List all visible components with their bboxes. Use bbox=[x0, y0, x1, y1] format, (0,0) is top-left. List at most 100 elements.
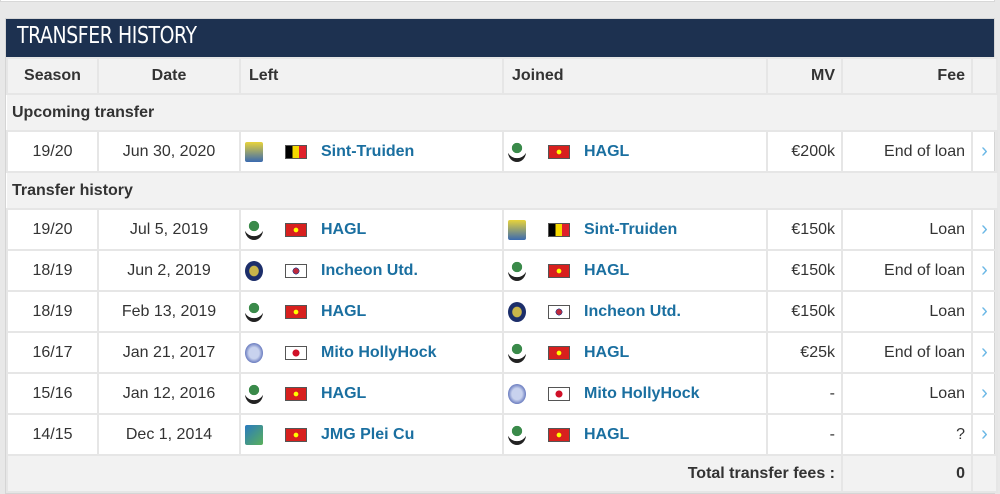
club-logo-icon bbox=[245, 342, 263, 363]
total-spacer bbox=[971, 454, 998, 493]
vietnam-flag-icon bbox=[285, 386, 307, 401]
table-row: 19/20 Jun 30, 2020 Sint-Truiden HAGL €200k En… bbox=[6, 130, 998, 173]
col-left: Left bbox=[239, 57, 504, 95]
korea-flag-icon bbox=[548, 304, 570, 319]
col-season: Season bbox=[6, 57, 99, 95]
date: Jan 21, 2017 bbox=[97, 331, 241, 374]
joined-club-link[interactable]: Incheon Utd. bbox=[584, 302, 681, 320]
chevron-right-icon[interactable]: › bbox=[971, 290, 998, 333]
club-logo-icon bbox=[245, 260, 263, 281]
season: 19/20 bbox=[6, 130, 99, 173]
left-club-link[interactable]: HAGL bbox=[321, 220, 367, 238]
col-fee: Fee bbox=[841, 57, 973, 95]
club-logo-icon bbox=[508, 342, 526, 363]
chevron-right-icon[interactable]: › bbox=[971, 413, 998, 456]
season: 18/19 bbox=[6, 249, 99, 292]
total-label: Total transfer fees : bbox=[6, 454, 843, 493]
fee: End of loan bbox=[841, 249, 973, 292]
left-club-link[interactable]: HAGL bbox=[321, 384, 367, 402]
left-club-link[interactable]: HAGL bbox=[321, 302, 367, 320]
market-value: €200k bbox=[766, 130, 843, 173]
club-logo-icon bbox=[508, 260, 526, 281]
left-club-link[interactable]: Incheon Utd. bbox=[321, 261, 418, 279]
club-logo-icon bbox=[245, 301, 263, 322]
table-row: 18/19 Feb 13, 2019 HAGL Incheon Utd. €150k Lo… bbox=[6, 290, 998, 333]
market-value: €150k bbox=[766, 290, 843, 333]
date: Jan 12, 2016 bbox=[97, 372, 241, 415]
section-history: Transfer history bbox=[7, 171, 997, 210]
panel-title: TRANSFER HISTORY bbox=[6, 19, 994, 57]
fee: Loan bbox=[841, 208, 973, 251]
section-label: Upcoming transfer bbox=[7, 93, 997, 132]
col-joined: Joined bbox=[502, 57, 768, 95]
korea-flag-icon bbox=[285, 263, 307, 278]
belgium-flag-icon bbox=[285, 144, 307, 159]
club-logo-icon bbox=[245, 424, 263, 445]
table-row: 16/17 Jan 21, 2017 Mito HollyHock HAGL €25k E… bbox=[6, 331, 998, 374]
vietnam-flag-icon bbox=[285, 304, 307, 319]
club-logo-icon bbox=[508, 219, 526, 240]
col-arrow bbox=[971, 57, 998, 95]
market-value: - bbox=[766, 372, 843, 415]
date: Jun 30, 2020 bbox=[97, 130, 241, 173]
previous-panel bbox=[0, 0, 995, 2]
season: 14/15 bbox=[6, 413, 99, 456]
chevron-right-icon[interactable]: › bbox=[971, 130, 998, 173]
market-value: €25k bbox=[766, 331, 843, 374]
chevron-right-icon[interactable]: › bbox=[971, 208, 998, 251]
club-logo-icon bbox=[245, 383, 263, 404]
belgium-flag-icon bbox=[548, 222, 570, 237]
joined-club-link[interactable]: HAGL bbox=[584, 261, 630, 279]
col-mv: MV bbox=[766, 57, 843, 95]
total-row: Total transfer fees :0 bbox=[6, 454, 998, 493]
market-value: €150k bbox=[766, 249, 843, 292]
left-club-link[interactable]: Sint-Truiden bbox=[321, 142, 415, 160]
vietnam-flag-icon bbox=[548, 427, 570, 442]
club-logo-icon bbox=[245, 219, 263, 240]
table-row: 18/19 Jun 2, 2019 Incheon Utd. HAGL €150k End… bbox=[6, 249, 998, 292]
season: 18/19 bbox=[6, 290, 99, 333]
table-row: 14/15 Dec 1, 2014 JMG Plei Cu HAGL -? › bbox=[6, 413, 998, 456]
club-logo-icon bbox=[508, 301, 526, 322]
date: Feb 13, 2019 bbox=[97, 290, 241, 333]
market-value: €150k bbox=[766, 208, 843, 251]
vietnam-flag-icon bbox=[548, 263, 570, 278]
chevron-right-icon[interactable]: › bbox=[971, 249, 998, 292]
transfer-table: Season Date Left Joined MV Fee Upcoming … bbox=[6, 57, 998, 493]
market-value: - bbox=[766, 413, 843, 456]
club-logo-icon bbox=[508, 141, 526, 162]
table-header: Season Date Left Joined MV Fee bbox=[6, 57, 998, 95]
joined-club-link[interactable]: HAGL bbox=[584, 425, 630, 443]
fee: ? bbox=[841, 413, 973, 456]
japan-flag-icon bbox=[548, 386, 570, 401]
date: Jun 2, 2019 bbox=[97, 249, 241, 292]
table-row: 19/20 Jul 5, 2019 HAGL Sint-Truiden €150k Loa… bbox=[6, 208, 998, 251]
section-upcoming: Upcoming transfer bbox=[7, 93, 997, 132]
table-row: 15/16 Jan 12, 2016 HAGL Mito HollyHock - Loan… bbox=[6, 372, 998, 415]
joined-club-link[interactable]: HAGL bbox=[584, 343, 630, 361]
left-club-link[interactable]: Mito HollyHock bbox=[321, 343, 437, 361]
season: 16/17 bbox=[6, 331, 99, 374]
japan-flag-icon bbox=[285, 345, 307, 360]
fee: Loan bbox=[841, 372, 973, 415]
total-value: 0 bbox=[841, 454, 973, 493]
club-logo-icon bbox=[508, 383, 526, 404]
season: 15/16 bbox=[6, 372, 99, 415]
chevron-right-icon[interactable]: › bbox=[971, 331, 998, 374]
club-logo-icon bbox=[245, 141, 263, 162]
season: 19/20 bbox=[6, 208, 99, 251]
vietnam-flag-icon bbox=[285, 427, 307, 442]
joined-club-link[interactable]: Mito HollyHock bbox=[584, 384, 700, 402]
fee: Loan bbox=[841, 290, 973, 333]
chevron-right-icon[interactable]: › bbox=[971, 372, 998, 415]
vietnam-flag-icon bbox=[548, 345, 570, 360]
transfer-history-panel: TRANSFER HISTORY Season Date Left Joined… bbox=[5, 18, 998, 494]
section-label: Transfer history bbox=[7, 171, 997, 210]
left-club-link[interactable]: JMG Plei Cu bbox=[321, 425, 415, 443]
club-logo-icon bbox=[508, 424, 526, 445]
date: Jul 5, 2019 bbox=[97, 208, 241, 251]
fee: End of loan bbox=[841, 130, 973, 173]
joined-club-link[interactable]: HAGL bbox=[584, 142, 630, 160]
col-date: Date bbox=[97, 57, 241, 95]
joined-club-link[interactable]: Sint-Truiden bbox=[584, 220, 678, 238]
